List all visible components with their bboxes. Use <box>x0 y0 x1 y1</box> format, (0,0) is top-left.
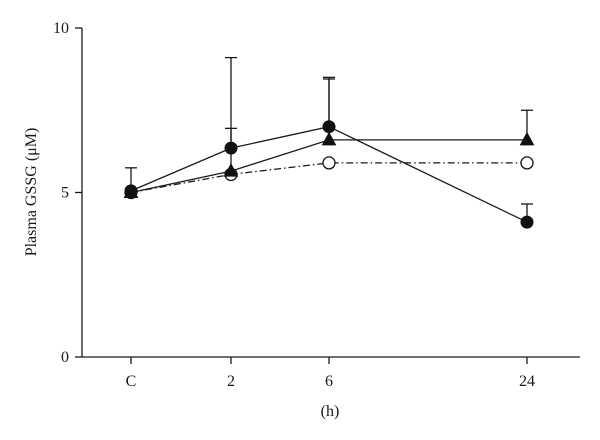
y-tick-label: 10 <box>53 20 69 37</box>
data-point-filled-circle <box>124 184 138 198</box>
series-layer <box>123 56 535 229</box>
x-tick-label: 24 <box>519 373 535 390</box>
x-axis-title: (h) <box>321 403 340 420</box>
data-point-filled-circle <box>224 141 238 155</box>
y-tick-label: 0 <box>61 349 69 366</box>
series-line-filled-triangle <box>130 139 527 194</box>
x-tick-label: C <box>126 373 137 390</box>
data-point-open-circle <box>322 156 336 170</box>
data-point-open-circle <box>520 156 534 170</box>
data-point-filled-circle <box>520 215 534 229</box>
y-ticks: 0 5 10 <box>53 20 82 366</box>
y-tick-label: 5 <box>61 185 69 202</box>
series-line-open-circle <box>130 162 527 194</box>
series-line-filled-circle <box>130 126 528 223</box>
y-axis-title: Plasma GSSG (μM) <box>23 128 40 257</box>
x-ticks: C 2 6 24 <box>126 357 535 390</box>
data-point-triangle <box>519 131 535 146</box>
x-tick-label: 6 <box>325 373 333 390</box>
data-point-filled-circle <box>322 120 336 134</box>
data-point-triangle <box>223 163 239 177</box>
x-tick-label: 2 <box>227 373 235 390</box>
data-point-triangle <box>321 131 337 146</box>
